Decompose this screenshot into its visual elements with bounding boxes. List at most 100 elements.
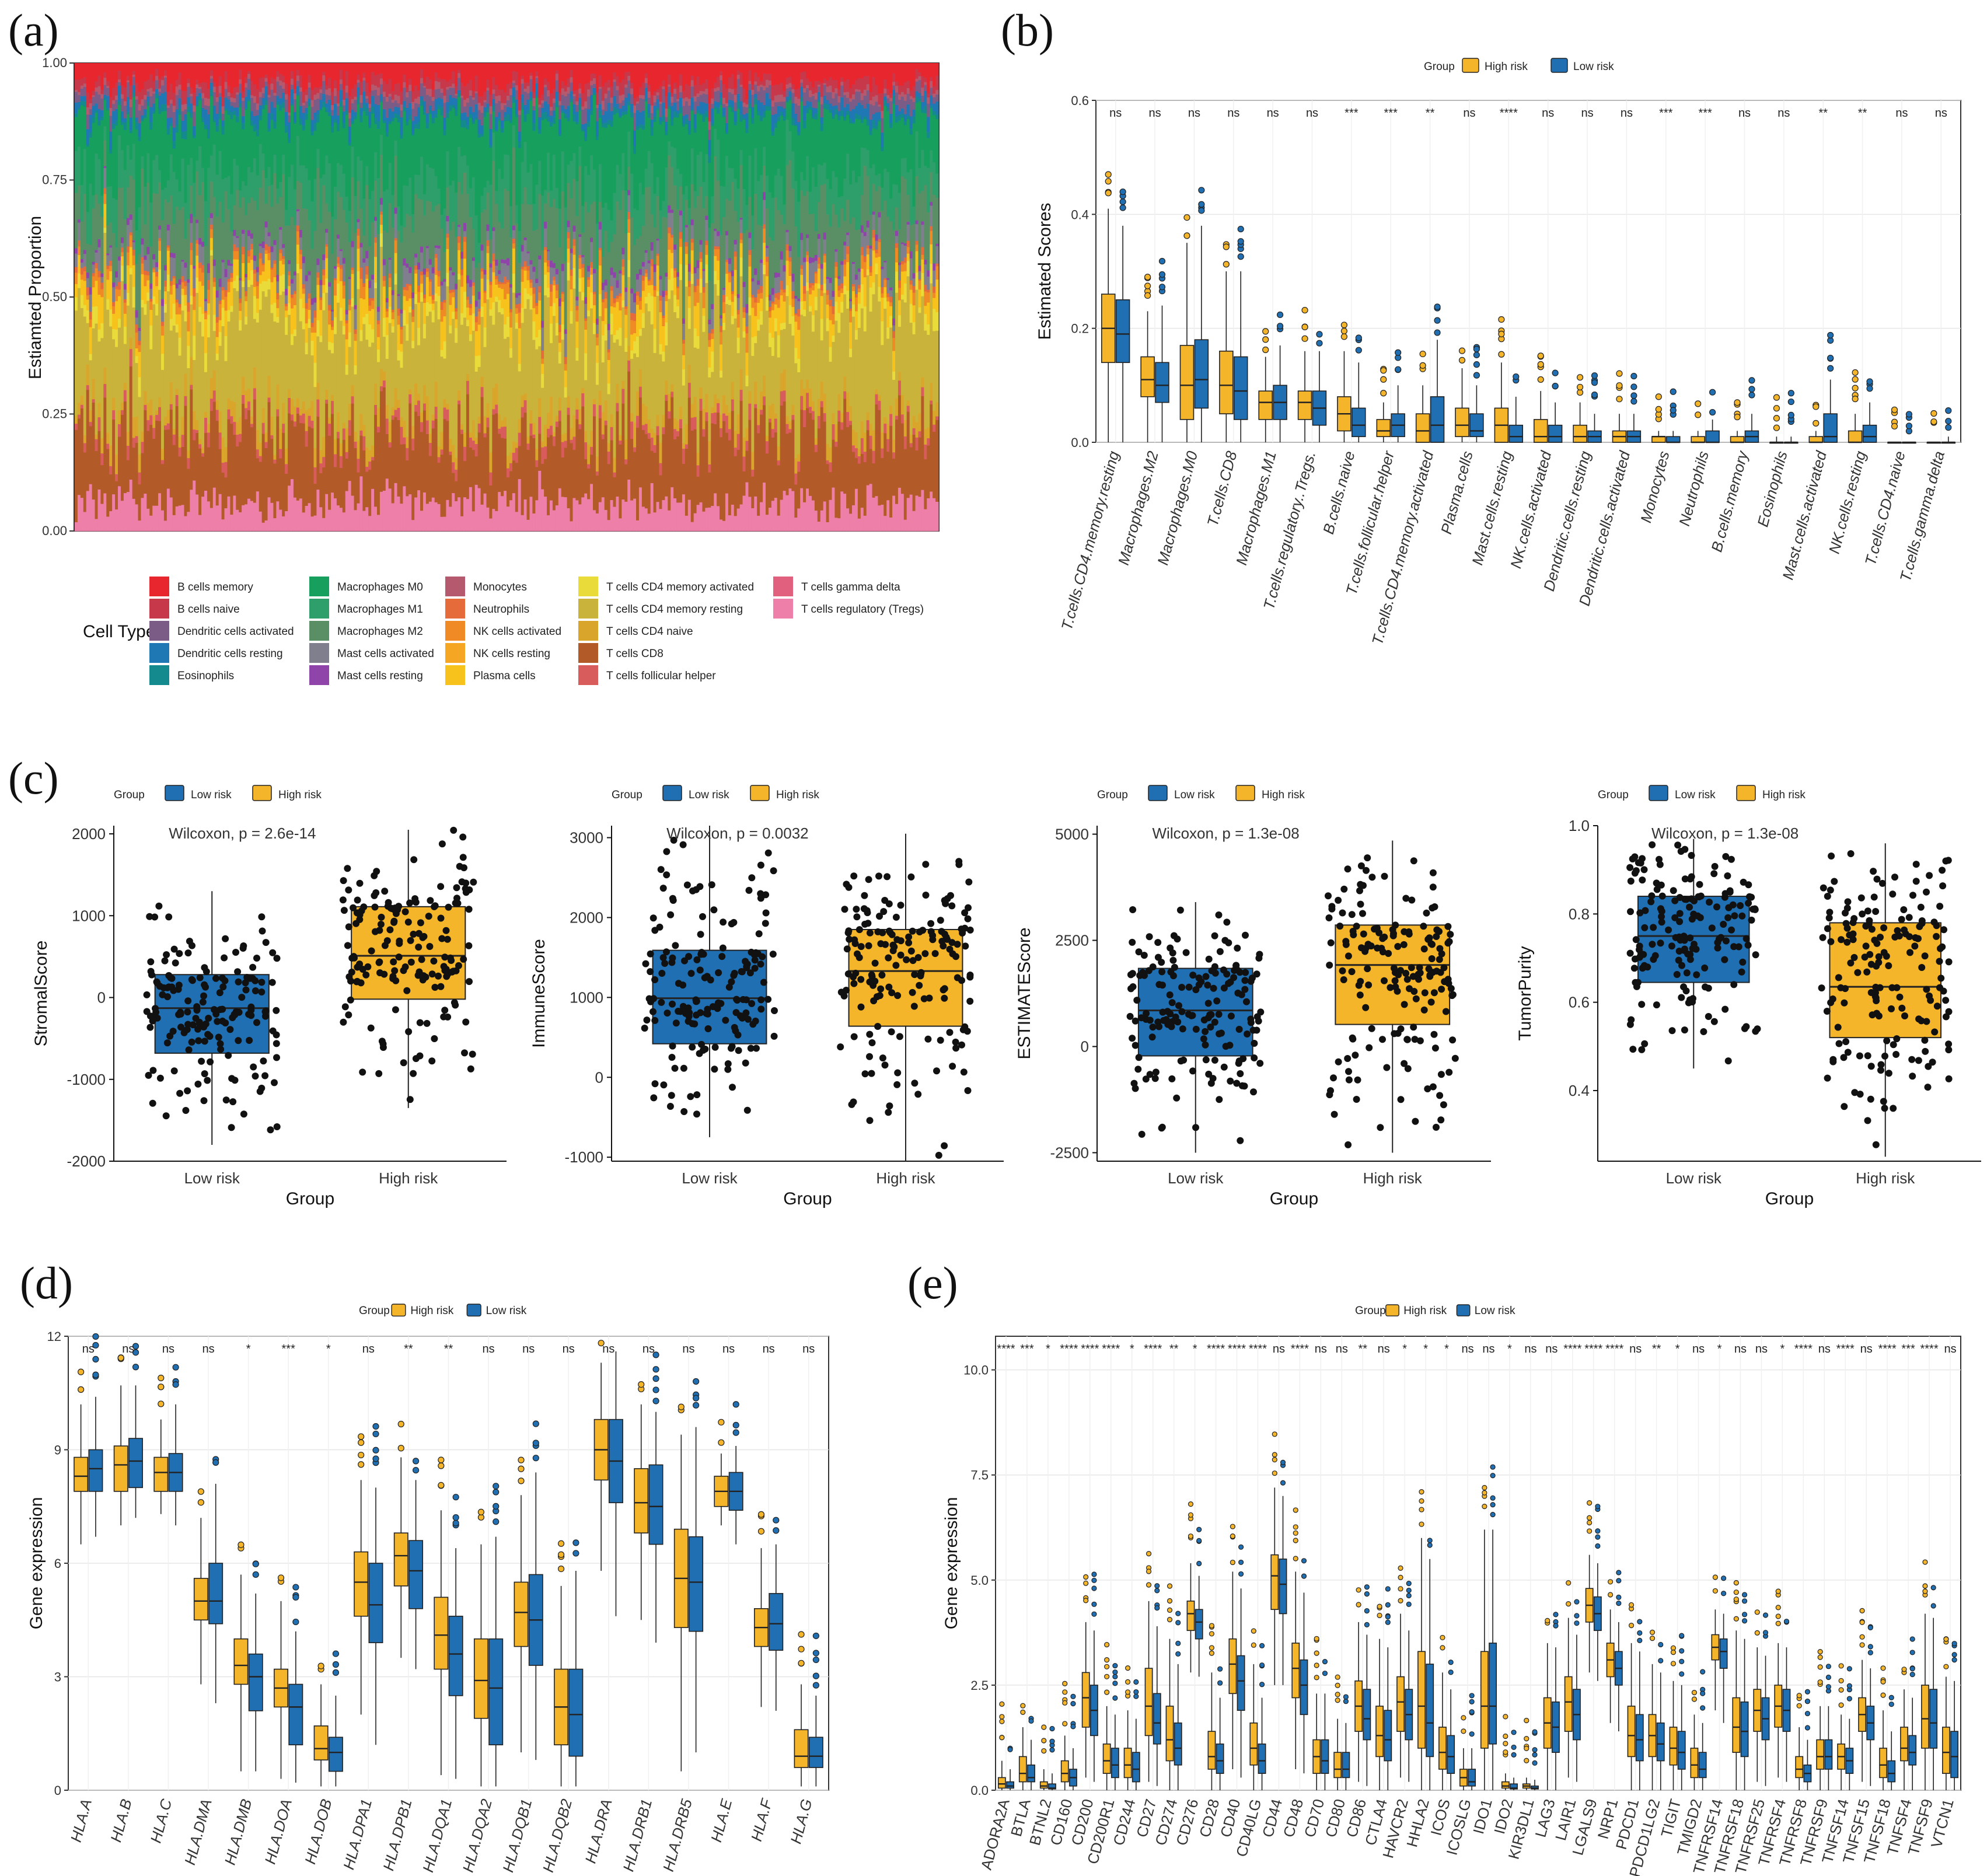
bar-segment <box>115 271 118 278</box>
bar-segment <box>253 84 257 96</box>
bar-segment <box>282 155 285 174</box>
bar-segment <box>190 295 193 305</box>
bar-segment <box>443 516 446 532</box>
bar-segment <box>572 90 576 95</box>
bar-segment <box>668 86 671 93</box>
bar-segment <box>581 300 585 389</box>
bar-segment <box>331 63 334 92</box>
bar-segment <box>523 412 528 499</box>
bar-segment <box>198 262 202 268</box>
bar-segment <box>351 274 355 299</box>
bar-segment <box>77 494 81 532</box>
bar-segment <box>129 159 133 176</box>
bar-segment <box>734 244 738 252</box>
bar-segment <box>492 508 495 532</box>
bar-segment <box>434 114 438 118</box>
bar-segment <box>126 187 130 218</box>
bar-segment <box>169 123 173 127</box>
bar-segment <box>610 275 614 287</box>
bar-segment <box>570 310 574 324</box>
bar-segment <box>115 301 118 330</box>
bar-segment <box>644 303 648 407</box>
bar-segment <box>636 125 640 130</box>
bar-segment <box>521 75 525 79</box>
bar-segment <box>472 177 476 229</box>
bar-segment <box>696 155 700 197</box>
bar-segment <box>394 141 398 156</box>
bar-segment <box>501 263 504 283</box>
bar-segment <box>711 338 714 352</box>
stacked-bar <box>115 63 118 532</box>
bar-segment <box>382 96 386 110</box>
bar-segment <box>190 93 193 96</box>
bar-segment <box>633 447 637 452</box>
bar-segment <box>742 287 746 308</box>
bar-segment <box>477 119 481 134</box>
bar-segment <box>345 339 349 365</box>
bar-segment <box>282 63 285 76</box>
bar-segment <box>509 107 513 120</box>
bar-segment <box>270 416 274 435</box>
bar-segment <box>233 110 236 116</box>
bar-segment <box>184 238 187 263</box>
stacked-bar <box>633 63 637 532</box>
bar-segment <box>209 229 214 238</box>
bar-segment <box>492 414 495 509</box>
bar-segment <box>593 273 596 292</box>
bar-segment <box>535 278 539 284</box>
bar-segment <box>305 113 309 120</box>
bar-segment <box>106 265 110 270</box>
bar-segment <box>193 138 196 183</box>
bar-segment <box>501 308 504 315</box>
bar-segment <box>671 146 674 167</box>
bar-segment <box>458 69 461 74</box>
bar-segment <box>207 432 211 448</box>
bar-segment <box>351 103 355 110</box>
bar-segment <box>239 442 242 512</box>
bar-segment <box>152 111 156 114</box>
stacked-bar <box>518 63 522 532</box>
bar-segment <box>374 89 378 104</box>
stacked-bar <box>276 63 280 532</box>
bar-segment <box>397 122 401 207</box>
bar-segment <box>135 310 139 318</box>
bar-segment <box>336 162 340 192</box>
bar-segment <box>385 478 389 532</box>
bar-segment <box>388 96 392 109</box>
bar-segment <box>379 84 383 95</box>
bar-segment <box>679 186 683 211</box>
bar-segment <box>379 386 383 392</box>
bar-segment <box>273 95 277 108</box>
bar-segment <box>452 312 455 319</box>
bar-segment <box>676 117 680 169</box>
bar-segment <box>690 522 694 532</box>
bar-segment <box>408 285 412 299</box>
bar-segment <box>587 287 591 311</box>
bar-segment <box>299 254 303 270</box>
bar-segment <box>354 63 358 85</box>
bar-segment <box>676 277 680 287</box>
bar-segment <box>745 482 749 532</box>
bar-segment <box>397 315 401 325</box>
bar-segment <box>613 233 617 273</box>
bar-segment <box>178 84 182 90</box>
bar-segment <box>440 88 444 93</box>
bar-segment <box>572 415 576 437</box>
bar-segment <box>538 134 542 161</box>
bar-segment <box>138 454 142 473</box>
bar-segment <box>492 408 495 415</box>
bar-segment <box>325 94 329 104</box>
bar-segment <box>245 277 248 291</box>
bar-segment <box>198 448 202 515</box>
bar-segment <box>195 88 199 97</box>
bar-segment <box>431 117 435 124</box>
stacked-bar <box>242 63 245 532</box>
bar-segment <box>428 258 432 265</box>
bar-segment <box>322 285 326 294</box>
bar-segment <box>550 343 553 397</box>
bar-segment <box>86 299 90 310</box>
bar-segment <box>198 306 202 322</box>
bar-segment <box>305 410 309 431</box>
bar-segment <box>638 487 642 532</box>
bar-segment <box>751 337 755 356</box>
